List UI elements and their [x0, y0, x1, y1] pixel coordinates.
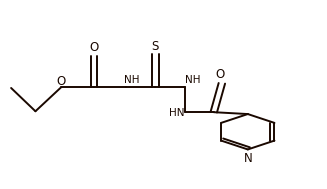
Text: O: O: [89, 41, 98, 54]
Text: NH: NH: [124, 75, 140, 85]
Text: O: O: [57, 75, 66, 88]
Text: N: N: [243, 152, 252, 165]
Text: HN: HN: [169, 108, 185, 118]
Text: O: O: [215, 68, 225, 81]
Text: NH: NH: [185, 75, 200, 85]
Text: S: S: [152, 40, 159, 53]
